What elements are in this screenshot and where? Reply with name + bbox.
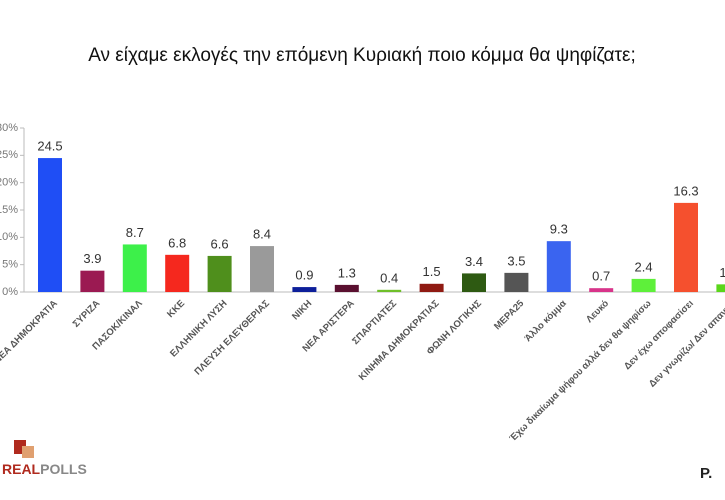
- value-label: 1.5: [423, 264, 441, 279]
- bar: [165, 254, 190, 292]
- logo-mark: [22, 446, 34, 458]
- bar: [207, 255, 232, 292]
- bar: [716, 284, 725, 292]
- x-tick-label: Λευκό: [584, 298, 611, 325]
- value-label: 1.4: [719, 265, 725, 280]
- x-tick-label: ΝΙΚΗ: [290, 298, 314, 322]
- value-label: 3.9: [83, 251, 101, 266]
- bar: [462, 273, 486, 292]
- x-tick-label: ΝΕΑ ΔΗΜΟΚΡΑΤΙΑ: [0, 298, 60, 366]
- x-tick-label: ΚΚΕ: [165, 298, 187, 320]
- value-label: 8.4: [253, 227, 271, 242]
- bar: [250, 246, 274, 292]
- bar: [38, 158, 62, 292]
- value-label: 6.8: [168, 235, 186, 250]
- x-tick-label: Έχω δικαίωμα ψήφου αλλά δεν θα ψηφίσω: [508, 298, 654, 444]
- value-label: 9.3: [550, 222, 568, 237]
- x-tick-label: ΚΙΝΗΜΑ ΔΗΜΟΚΡΑΤΙΑΣ: [357, 298, 442, 383]
- bar: [546, 241, 571, 292]
- y-tick-label: 15%: [0, 204, 18, 216]
- x-tick-label: ΠΛΕΥΣΗ ΕΛΕΥΘΕΡΙΑΣ: [192, 298, 272, 378]
- x-tick-label: ΜΕΡΑ25: [492, 298, 527, 333]
- value-label: 2.4: [635, 259, 653, 274]
- bar: [674, 202, 698, 292]
- y-tick-label: 20%: [0, 177, 18, 189]
- value-label: 16.3: [673, 183, 698, 198]
- bar: [589, 288, 614, 292]
- x-tick-label: Άλλο κόμμα: [523, 298, 569, 344]
- x-tick-label: Δεν έχω αποφασίσει: [622, 298, 696, 372]
- value-label: 0.4: [380, 270, 398, 285]
- logo-right: P.: [700, 465, 712, 482]
- y-tick-label: 0%: [2, 286, 18, 298]
- y-tick-label: 30%: [0, 122, 18, 134]
- value-label: 24.5: [37, 139, 62, 154]
- value-label: 1.3: [338, 265, 356, 280]
- y-tick-label: 25%: [0, 149, 18, 161]
- logo-part: POLLS: [40, 461, 87, 477]
- y-tick-label: 10%: [0, 231, 18, 243]
- bar: [334, 284, 359, 292]
- value-label: 3.5: [507, 253, 525, 268]
- value-label: 8.7: [126, 225, 144, 240]
- bar: [504, 272, 529, 292]
- bar: [631, 278, 656, 292]
- value-label: 0.7: [592, 269, 610, 284]
- value-label: 3.4: [465, 254, 483, 269]
- y-tick-label: 5%: [2, 259, 18, 271]
- bar: [292, 287, 317, 292]
- logo-left: REALPOLLS: [2, 461, 87, 477]
- bar: [377, 289, 402, 292]
- chart-title: Αν είχαμε εκλογές την επόμενη Κυριακή πο…: [88, 45, 636, 66]
- bar: [419, 283, 444, 292]
- x-tick-label: ΣΥΡΙΖΑ: [71, 298, 103, 330]
- logo-part: REAL: [2, 461, 41, 477]
- bar: [122, 244, 147, 292]
- bar: [80, 270, 105, 292]
- value-label: 0.9: [295, 268, 313, 283]
- value-label: 6.6: [211, 236, 229, 251]
